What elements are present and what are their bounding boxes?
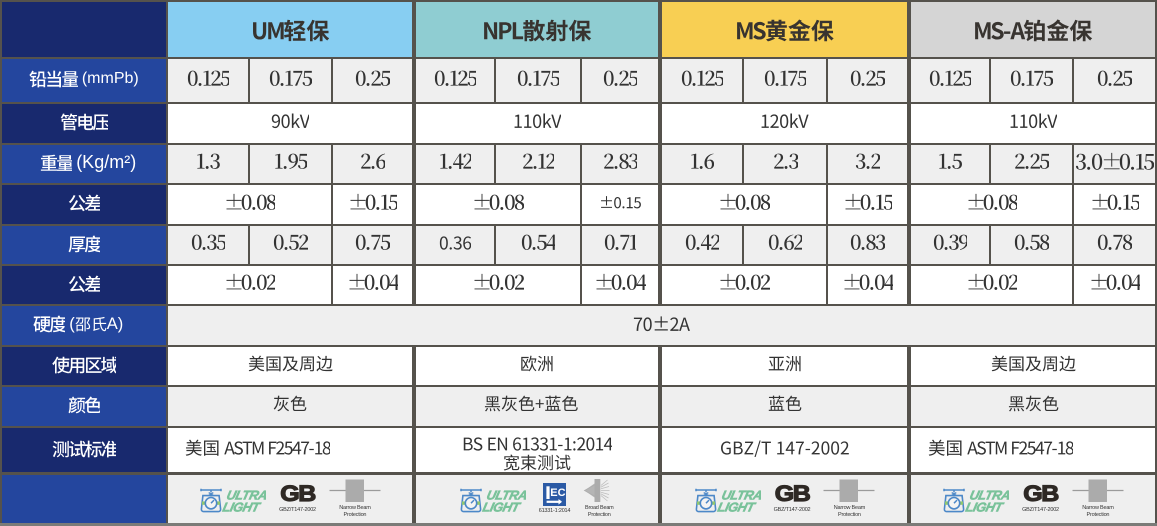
svg-text:ULTRA: ULTRA	[225, 488, 266, 502]
svg-text:LIGHT: LIGHT	[481, 499, 522, 513]
svg-text:ULTRA: ULTRA	[485, 488, 526, 502]
svg-text:LIGHT: LIGHT	[964, 499, 1005, 513]
svg-text:LIGHT: LIGHT	[221, 499, 262, 513]
svg-text:ULTRA: ULTRA	[968, 488, 1009, 502]
svg-text:LIGHT: LIGHT	[716, 499, 757, 513]
svg-text:ULTRA: ULTRA	[720, 488, 761, 502]
svg-text:EC: EC	[550, 487, 565, 499]
